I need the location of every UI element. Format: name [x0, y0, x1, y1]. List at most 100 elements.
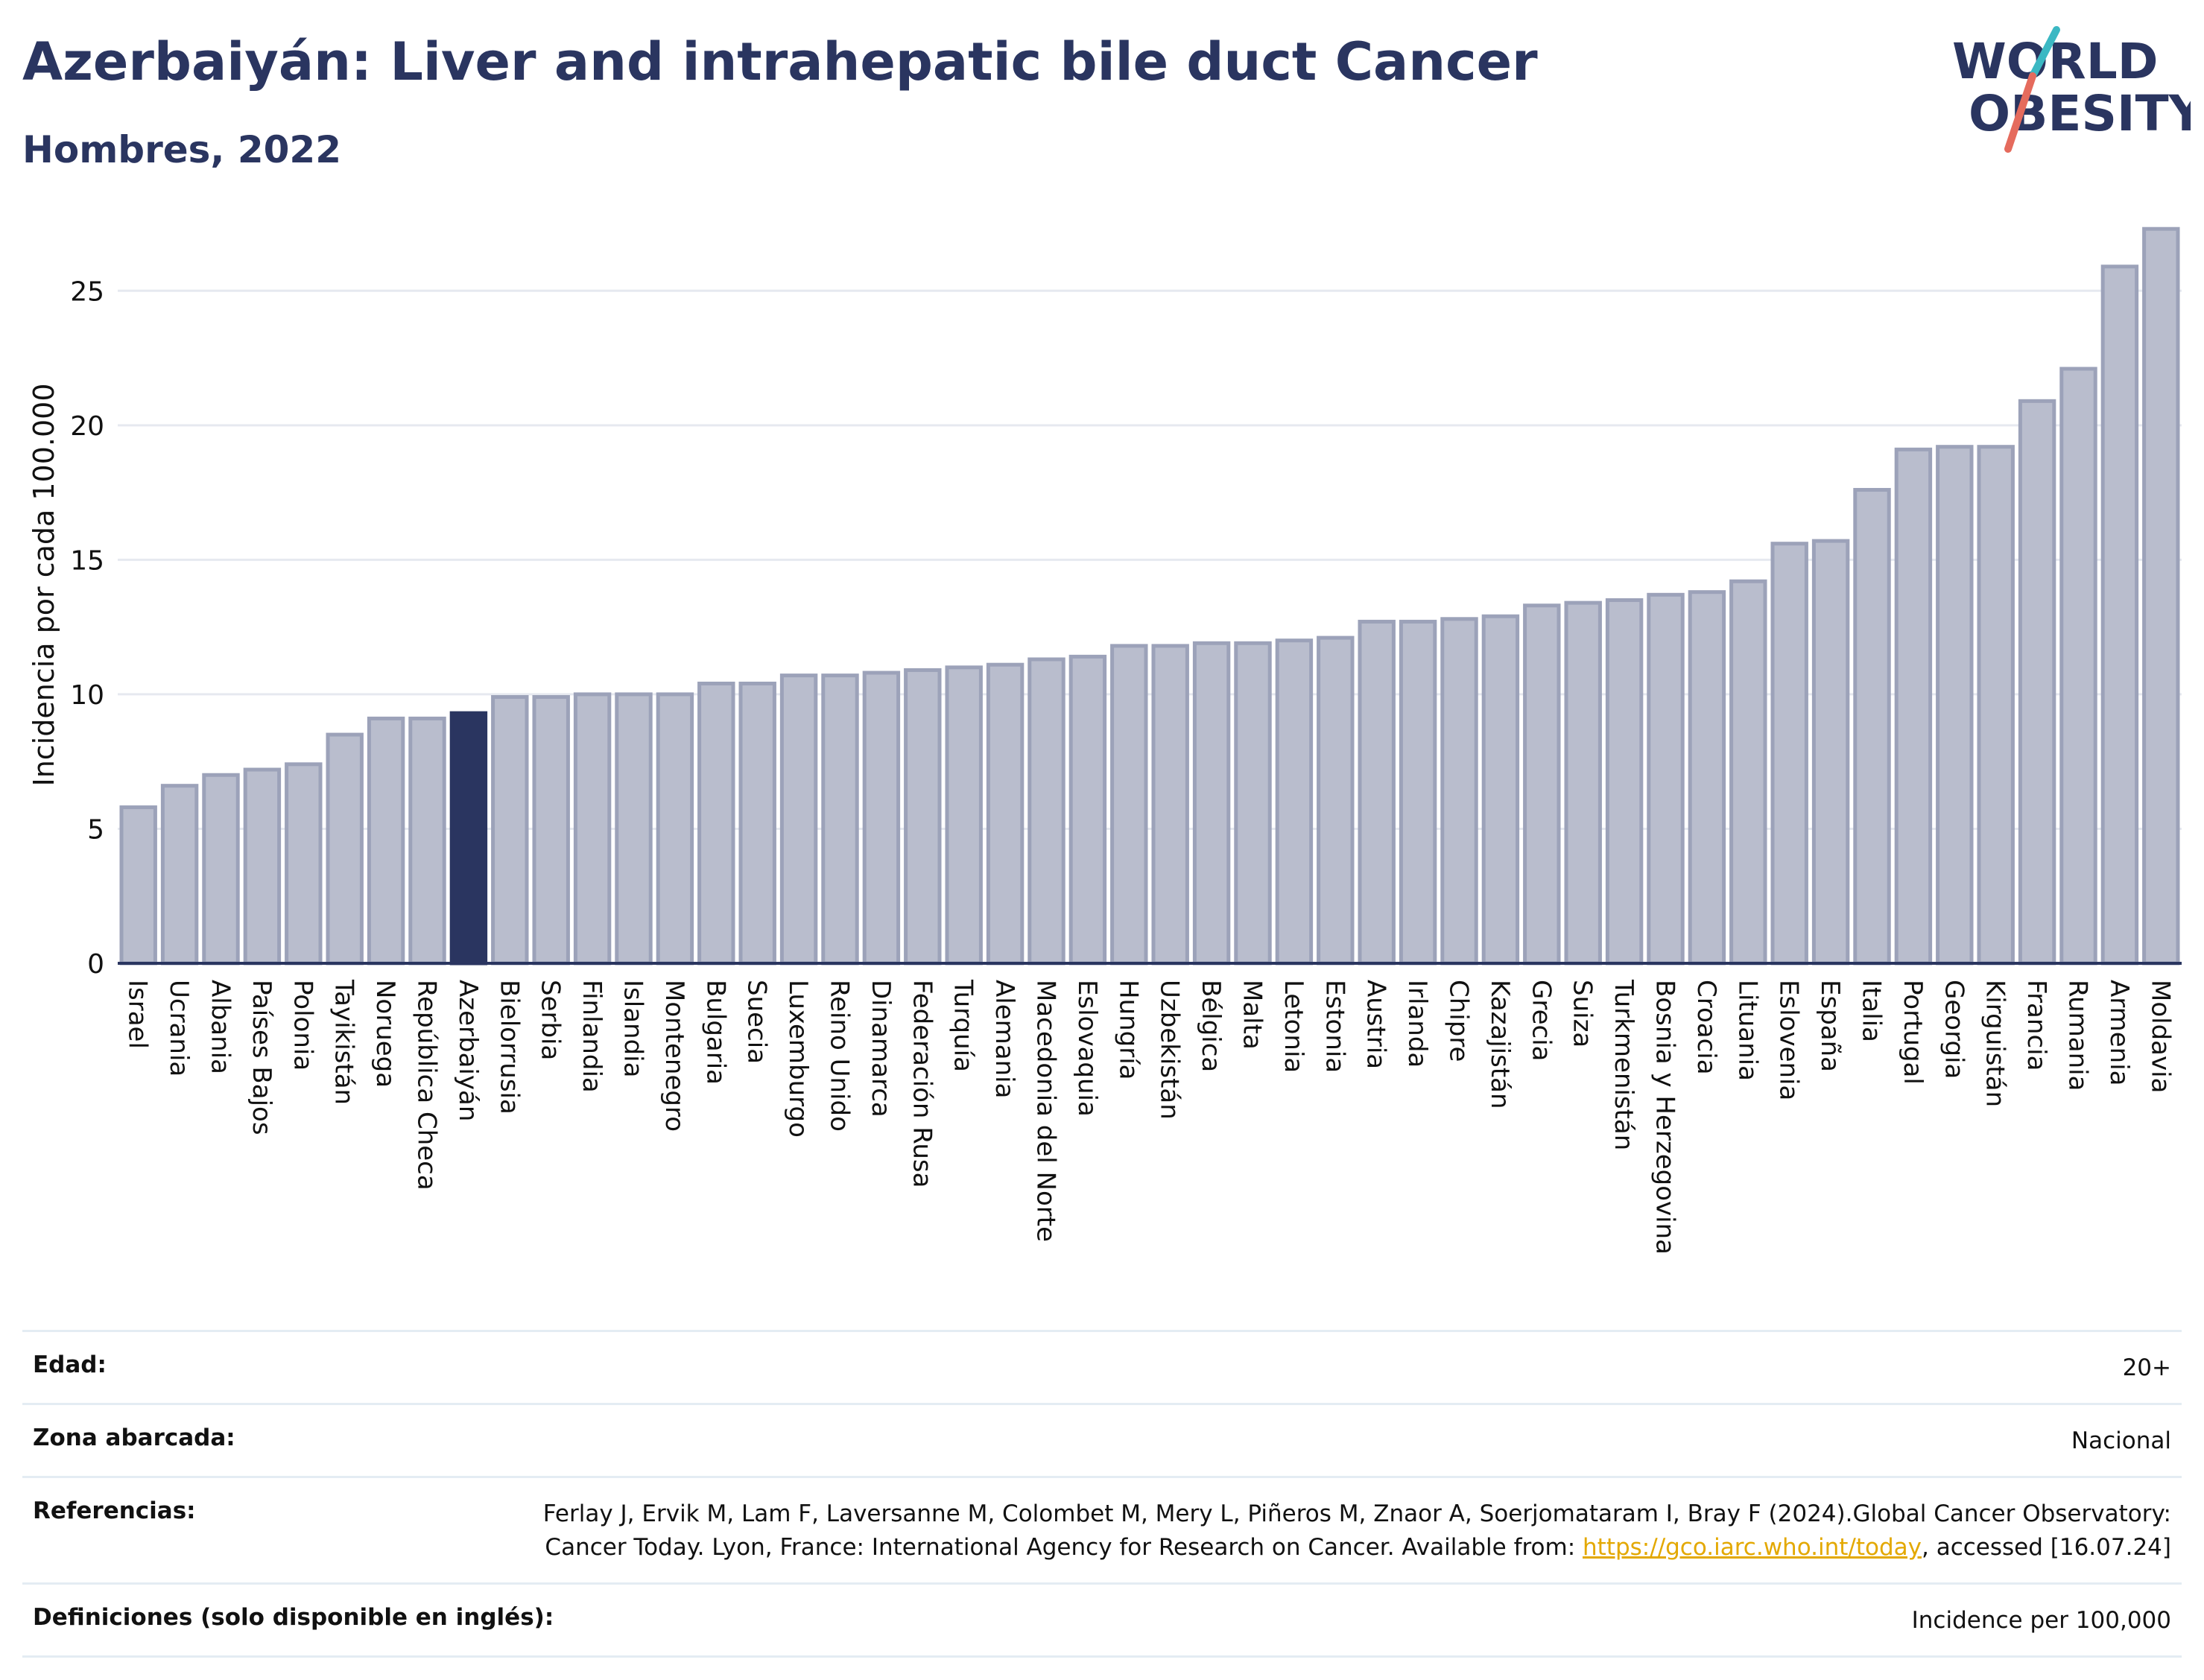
bar-5[interactable]: [326, 732, 364, 966]
bar-46[interactable]: [2018, 399, 2056, 966]
meta-row-zone: Zona abarcada: Nacional: [22, 1402, 2182, 1476]
bar-30[interactable]: [1358, 619, 1396, 966]
bar-47[interactable]: [2059, 367, 2097, 966]
x-tick-label: Federación Rusa: [907, 980, 937, 1188]
bar-1[interactable]: [160, 784, 199, 966]
definitions-value: Incidence per 100,000: [1911, 1606, 2171, 1634]
bar-42[interactable]: [1853, 487, 1891, 966]
bar-13[interactable]: [656, 692, 694, 966]
bar-26[interactable]: [1192, 641, 1231, 966]
bar-4[interactable]: [285, 762, 323, 966]
x-axis: Israel Ucrania Albania Países Bajos Polonia T…: [118, 962, 2182, 1255]
x-tick-label: Portugal: [1898, 980, 1928, 1085]
bar-7[interactable]: [408, 716, 446, 966]
bar-15[interactable]: [738, 681, 776, 966]
bar-21[interactable]: [986, 662, 1025, 966]
bar-8[interactable]: [449, 711, 488, 966]
logo-text-world: WORLD: [1952, 33, 2159, 90]
x-tick-label: Turkmenistán: [1609, 979, 1638, 1150]
bar-16[interactable]: [779, 673, 818, 966]
logo-text-obesity: OBESITY: [1969, 85, 2191, 142]
bar-29[interactable]: [1317, 635, 1355, 966]
bar-14[interactable]: [697, 681, 735, 966]
x-tick-label: Países Bajos: [247, 980, 276, 1135]
x-tick-label: Hungría: [1113, 980, 1143, 1080]
bar-34[interactable]: [1523, 603, 1561, 966]
bar-28[interactable]: [1275, 638, 1314, 966]
x-tick-label: Estonia: [1320, 980, 1349, 1073]
x-tick-label: Israel: [123, 980, 153, 1049]
bar-19[interactable]: [904, 668, 942, 966]
x-tick-label: Tayikistán: [329, 979, 359, 1105]
y-tick-label: 5: [87, 814, 104, 845]
definitions-label: Definiciones (solo disponible en inglés)…: [33, 1603, 554, 1631]
bar-0[interactable]: [119, 805, 157, 966]
bar-43[interactable]: [1894, 447, 1933, 966]
bar-17[interactable]: [821, 673, 859, 966]
age-value: 20+: [2122, 1354, 2171, 1381]
zone-label: Zona abarcada:: [33, 1424, 235, 1451]
bar-39[interactable]: [1729, 579, 1767, 966]
bar-45[interactable]: [1977, 445, 2015, 966]
x-tick-label: Croacia: [1691, 980, 1721, 1075]
bar-9[interactable]: [491, 695, 529, 966]
x-tick-label: Luxemburgo: [783, 980, 813, 1138]
x-tick-label: Islandia: [618, 980, 648, 1077]
logo-slash-teal: [2029, 26, 2060, 80]
bar-24[interactable]: [1110, 644, 1148, 966]
bar-12[interactable]: [615, 692, 653, 966]
x-tick-label: Irlanda: [1402, 980, 1432, 1068]
x-tick-label: Eslovaquia: [1072, 980, 1102, 1117]
x-tick-label: Georgia: [1939, 980, 1969, 1079]
bar-38[interactable]: [1688, 590, 1726, 966]
references-accessed: , accessed [16.07.24]: [1921, 1533, 2171, 1561]
meta-row-references: Referencias: Ferlay J, Ervik M, Lam F, L…: [22, 1475, 2182, 1582]
x-tick-label: Eslovenia: [1774, 980, 1804, 1100]
bar-3[interactable]: [243, 767, 282, 966]
x-tick-label: Francia: [2021, 980, 2051, 1071]
bar-32[interactable]: [1440, 617, 1478, 966]
y-axis-label: Incidencia por cada 100.000: [28, 383, 60, 786]
bar-22[interactable]: [1027, 657, 1065, 966]
x-tick-label: Rumania: [2063, 980, 2093, 1091]
x-tick-label: Dinamarca: [866, 980, 896, 1118]
bar-48[interactable]: [2100, 264, 2139, 966]
references-link[interactable]: https://gco.iarc.who.int/today: [1583, 1533, 1922, 1561]
bar-36[interactable]: [1605, 598, 1644, 966]
bar-20[interactable]: [945, 665, 983, 966]
bar-41[interactable]: [1811, 539, 1850, 966]
x-tick-label: España: [1815, 980, 1845, 1072]
references-value: Ferlay J, Ervik M, Lam F, Laversanne M, …: [532, 1497, 2171, 1565]
y-tick-label: 10: [70, 680, 104, 711]
bar-37[interactable]: [1647, 592, 1685, 966]
bar-33[interactable]: [1481, 614, 1520, 966]
bar-27[interactable]: [1234, 641, 1272, 966]
bar-40[interactable]: [1770, 542, 1808, 966]
y-tick-label: 15: [70, 545, 104, 576]
y-axis: 0 5 10 15 20 25: [70, 276, 104, 980]
bar-44[interactable]: [1936, 445, 1974, 966]
bar-18[interactable]: [862, 671, 901, 966]
bar-11[interactable]: [573, 692, 612, 966]
x-tick-label: Serbia: [536, 980, 566, 1060]
x-tick-label: Letonia: [1279, 980, 1308, 1073]
x-tick-label: Turquía: [949, 979, 978, 1072]
world-obesity-logo: WORLD OBESITY: [1952, 26, 2191, 153]
bar-23[interactable]: [1068, 654, 1107, 966]
bar-6[interactable]: [367, 716, 405, 966]
bar-35[interactable]: [1564, 600, 1602, 966]
meta-row-age: Edad: 20+: [22, 1330, 2182, 1403]
bar-31[interactable]: [1399, 619, 1437, 966]
bar-25[interactable]: [1151, 644, 1189, 966]
bars: [119, 226, 2180, 966]
bar-49[interactable]: [2142, 226, 2180, 966]
bar-10[interactable]: [532, 695, 570, 966]
y-tick-label: 25: [70, 276, 104, 307]
meta-row-definitions: Definiciones (solo disponible en inglés)…: [22, 1582, 2182, 1658]
x-tick-label: Moldavia: [2145, 980, 2175, 1093]
x-tick-label: Armenia: [2104, 980, 2134, 1086]
x-tick-label: Uzbekistán: [1155, 980, 1185, 1120]
x-tick-label: Lituania: [1732, 980, 1762, 1081]
bar-2[interactable]: [202, 773, 240, 966]
references-label: Referencias:: [33, 1497, 196, 1524]
